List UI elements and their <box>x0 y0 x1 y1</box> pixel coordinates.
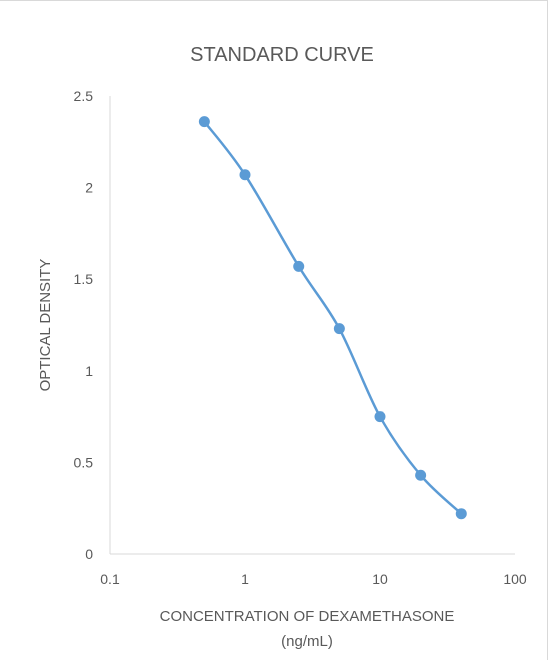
data-point <box>333 323 345 335</box>
x-axis-title-line-2: (ng/mL) <box>281 633 333 650</box>
data-point <box>293 260 305 272</box>
x-tick-label: 100 <box>503 571 527 587</box>
series-points <box>198 116 467 520</box>
y-axis-title: OPTICAL DENSITY <box>37 259 54 392</box>
y-tick-label: 1.5 <box>74 271 94 287</box>
y-tick-label: 2 <box>85 180 93 196</box>
data-point <box>198 116 210 128</box>
y-tick-label: 1 <box>85 363 93 379</box>
y-tick-label: 0 <box>85 546 93 562</box>
series-line <box>203 120 463 515</box>
y-tick-labels: 0 0.5 1 1.5 2 2.5 <box>74 88 94 562</box>
data-point <box>455 508 467 520</box>
y-tick-label: 0.5 <box>74 454 94 470</box>
x-axis-title-line-1: CONCENTRATION OF DEXAMETHASONE <box>160 608 455 625</box>
x-tick-label: 10 <box>372 571 388 587</box>
y-tick-label: 2.5 <box>74 88 94 104</box>
x-tick-labels: 0.1 1 10 100 <box>100 571 527 587</box>
data-point <box>415 469 427 481</box>
data-point <box>374 411 386 423</box>
x-tick-label: 0.1 <box>100 571 120 587</box>
chart-title: STANDARD CURVE <box>190 44 374 66</box>
x-tick-label: 1 <box>241 571 249 587</box>
data-point <box>239 169 251 181</box>
